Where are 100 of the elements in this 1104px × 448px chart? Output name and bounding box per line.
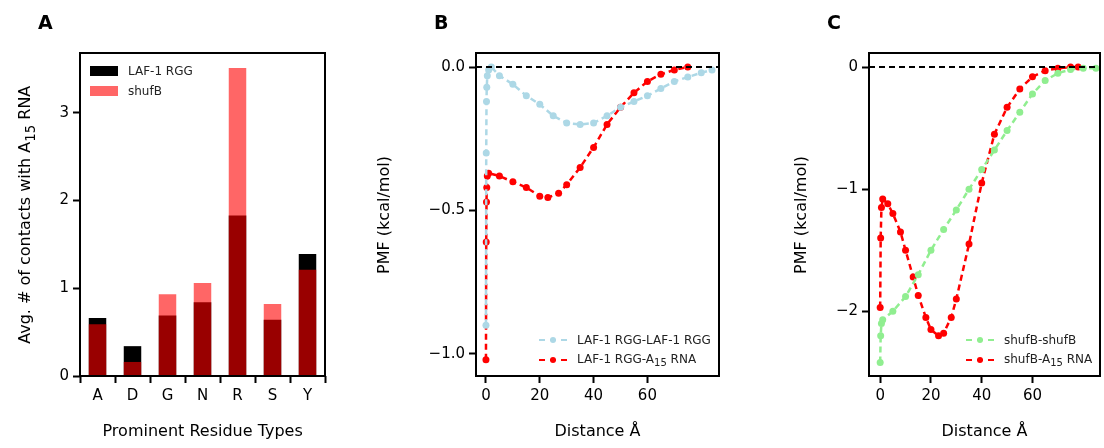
point	[990, 146, 998, 154]
point	[544, 194, 552, 202]
point	[536, 100, 544, 108]
point	[482, 356, 490, 364]
x-tick-label: 60	[1022, 385, 1043, 404]
point	[670, 77, 678, 85]
point	[947, 313, 955, 321]
x-tick-label: Y	[301, 385, 313, 404]
x-tick-label: R	[232, 385, 243, 404]
point	[879, 316, 887, 324]
point	[643, 92, 651, 100]
y-tick-label: 3	[59, 102, 69, 121]
legend-label: shufB	[128, 84, 162, 98]
bar	[193, 282, 212, 376]
y-tick-label: 2	[59, 190, 69, 209]
point	[555, 189, 563, 197]
point	[1054, 69, 1062, 77]
point	[1003, 127, 1011, 135]
bar	[263, 304, 282, 376]
y-tick-label: 0	[59, 365, 69, 384]
point	[990, 130, 998, 138]
legend-label: shufB-shufB	[1004, 333, 1077, 347]
point	[1028, 73, 1036, 81]
point	[1041, 76, 1049, 84]
point	[952, 206, 960, 214]
point	[876, 304, 884, 312]
point	[889, 210, 897, 218]
x-tick-label: D	[126, 385, 139, 404]
x-tick-label: S	[267, 385, 278, 404]
point	[952, 295, 960, 303]
point	[563, 119, 571, 127]
point	[549, 112, 557, 120]
point	[590, 143, 598, 151]
point	[978, 179, 986, 187]
y-tick-label: 1	[59, 278, 69, 297]
x-tick-label: 20	[921, 385, 941, 404]
point	[927, 326, 935, 334]
point	[509, 80, 517, 88]
point	[914, 271, 922, 279]
y-tick-label: −1.0	[428, 343, 465, 362]
x-tick-label: A	[92, 385, 104, 404]
point	[877, 234, 885, 242]
point	[965, 240, 973, 248]
point	[576, 163, 584, 171]
point	[889, 307, 897, 315]
point	[1041, 67, 1049, 75]
y-axis-title: PMF (kcal/mol)	[790, 155, 810, 274]
x-tick-label: 20	[530, 385, 550, 404]
chart-title: B	[434, 11, 449, 33]
point	[603, 120, 611, 128]
point	[877, 332, 885, 340]
point	[483, 83, 491, 91]
y-tick-label: 0	[848, 56, 858, 75]
point	[927, 246, 935, 254]
x-tick-label: 0	[481, 385, 491, 404]
point	[1028, 90, 1036, 98]
point	[576, 120, 584, 128]
point	[876, 359, 884, 367]
legend-label: shufB-A$_{15}$ RNA	[1004, 351, 1093, 369]
y-tick-label: 0.0	[441, 56, 465, 75]
point	[495, 172, 503, 180]
point	[522, 92, 530, 100]
point	[643, 77, 651, 85]
chart-title: C	[827, 11, 841, 33]
y-tick-label: −2	[835, 301, 858, 320]
point	[922, 313, 930, 321]
point	[1003, 103, 1011, 111]
point	[657, 85, 665, 93]
point	[877, 203, 885, 211]
bar	[158, 294, 177, 376]
legend-label: LAF-1 RGG	[128, 64, 193, 78]
point	[940, 329, 948, 337]
point	[1016, 108, 1024, 116]
point	[590, 119, 598, 127]
point	[902, 293, 910, 301]
point	[495, 72, 503, 80]
point	[483, 97, 490, 105]
point	[483, 72, 491, 80]
point	[657, 70, 665, 78]
x-tick-label: G	[161, 385, 174, 404]
point	[563, 181, 571, 189]
bar	[123, 361, 142, 376]
x-tick-label: 60	[637, 385, 657, 404]
point	[1016, 85, 1024, 93]
x-tick-label: 40	[584, 385, 604, 404]
x-axis-title: Prominent Residue Types	[102, 421, 303, 440]
point	[670, 66, 678, 74]
y-tick-label: −1	[835, 179, 858, 198]
point	[914, 291, 922, 299]
point	[482, 321, 490, 329]
point	[902, 246, 910, 254]
point	[603, 112, 611, 120]
point	[509, 178, 517, 186]
x-tick-label: 40	[972, 385, 992, 404]
point	[684, 73, 692, 81]
x-axis-title: Distance Å	[554, 421, 641, 440]
point	[884, 200, 892, 208]
legend-label: LAF-1 RGG-LAF-1 RGG	[577, 333, 711, 347]
point	[978, 166, 986, 174]
point	[630, 89, 638, 97]
